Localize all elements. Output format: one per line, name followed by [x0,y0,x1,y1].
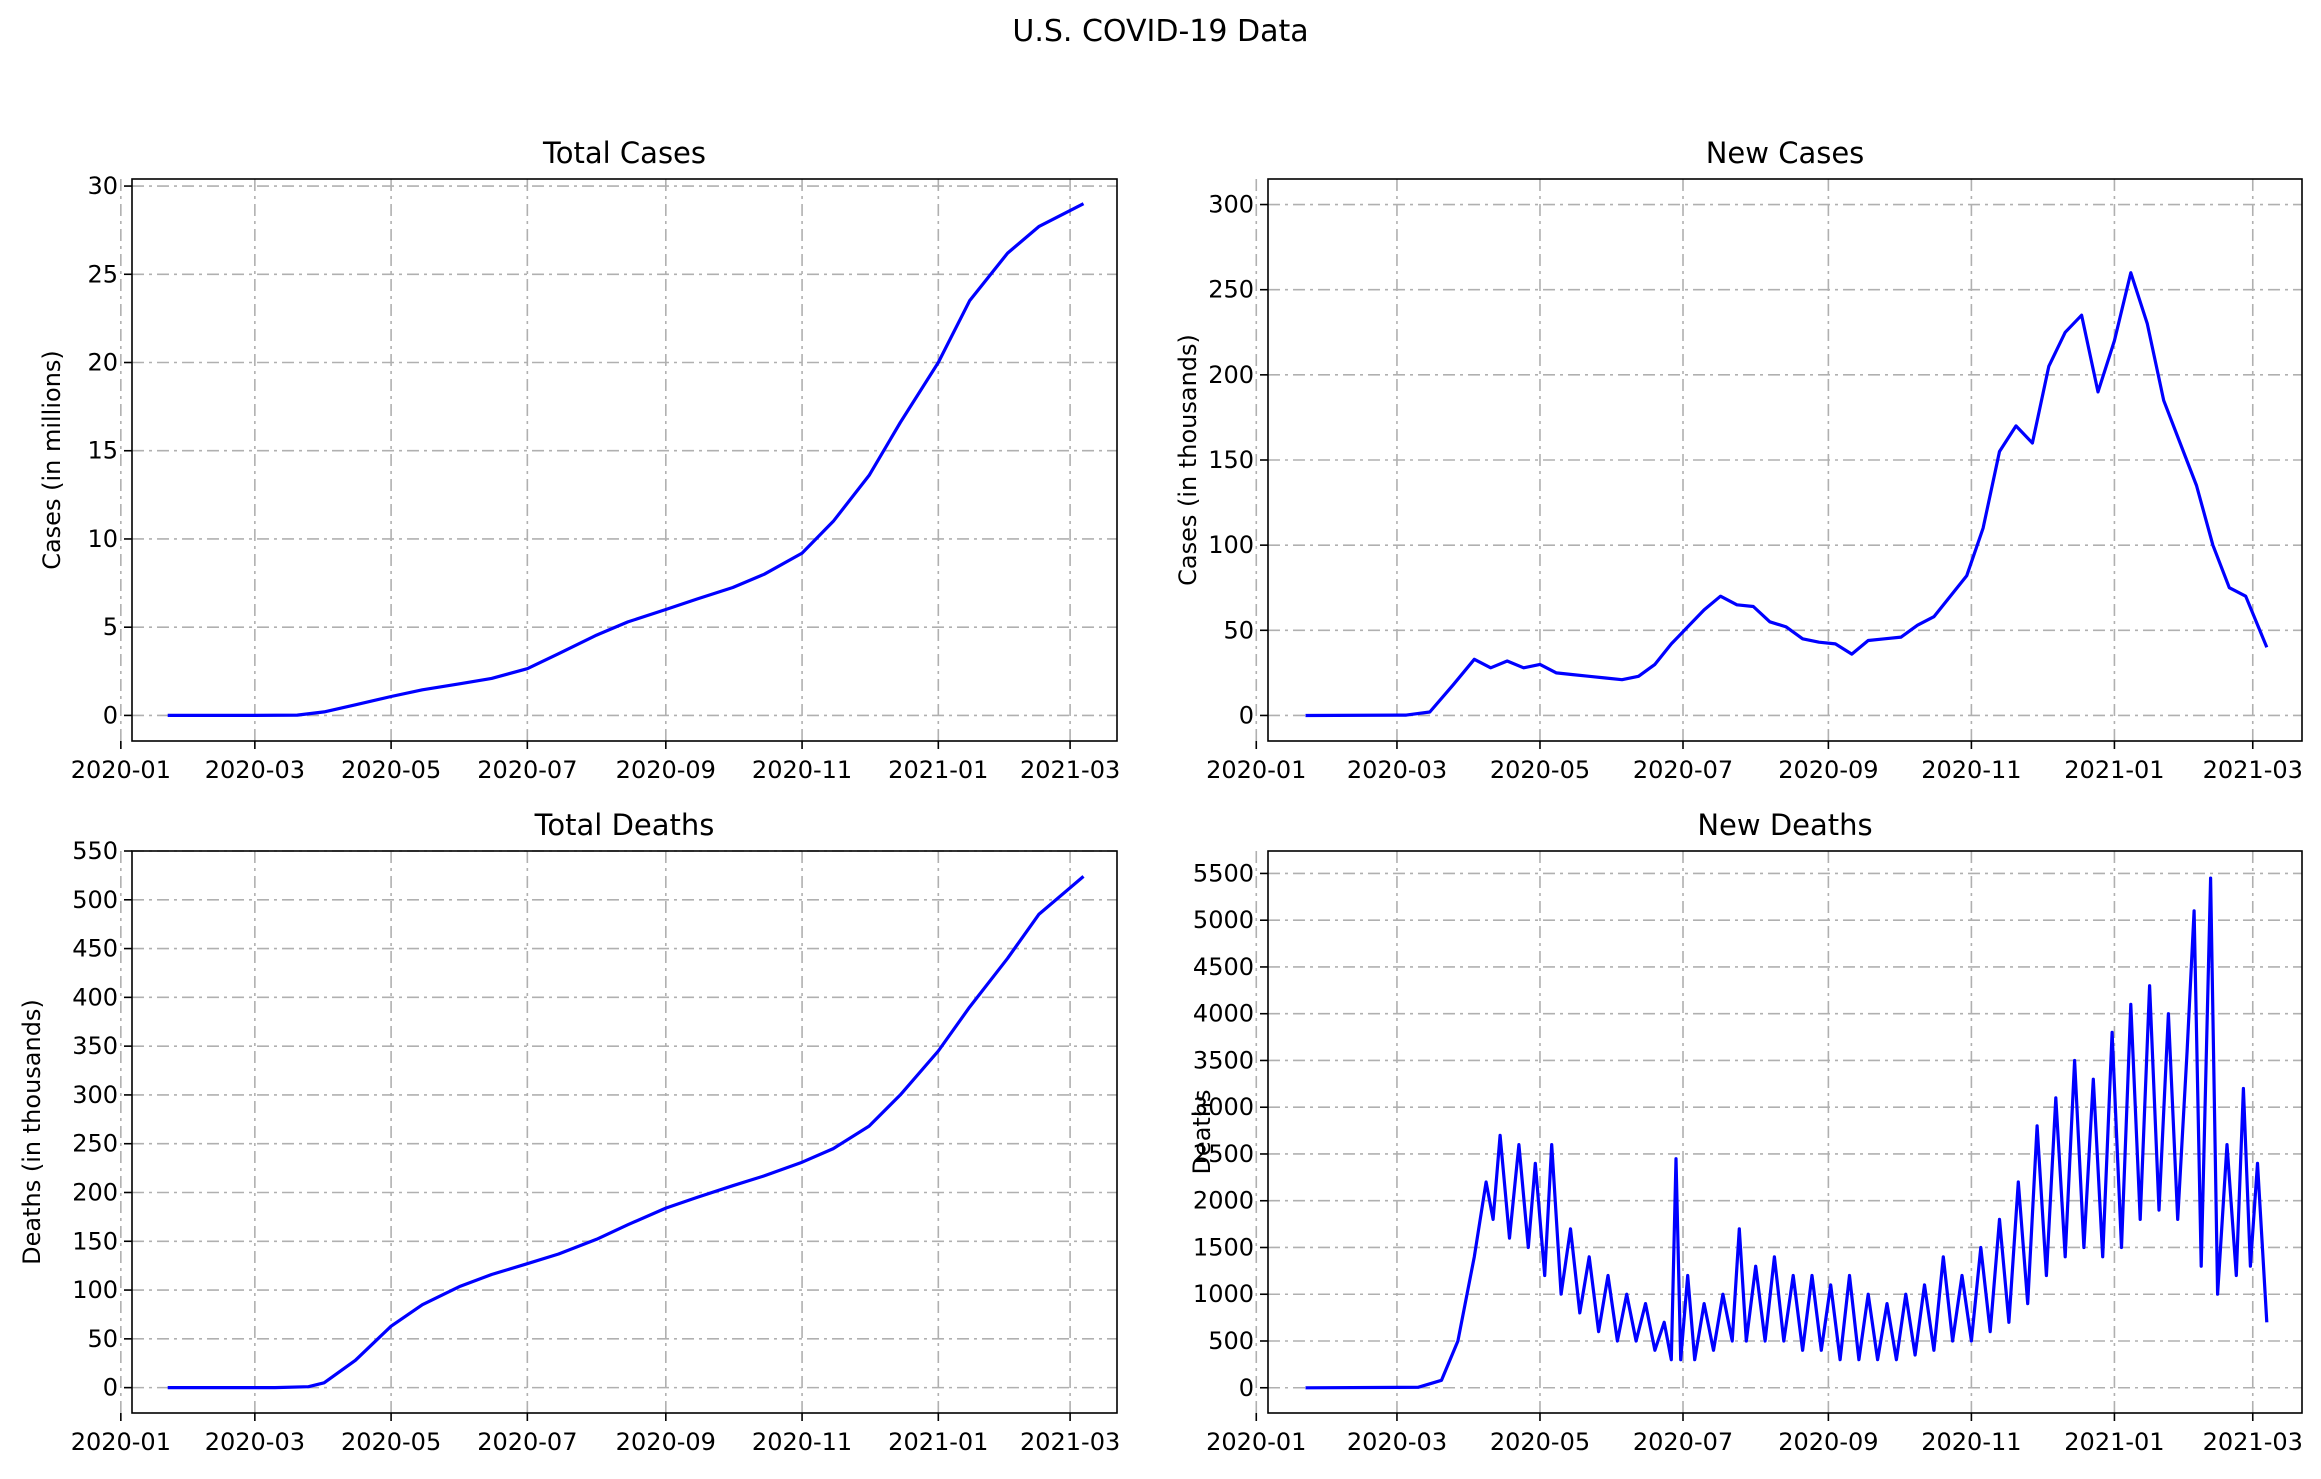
y-tick-label: 200 [1208,361,1254,389]
y-tick-label: 550 [72,837,118,865]
y-tick-label: 250 [1208,276,1254,304]
x-tick-label: 2020-03 [1347,1428,1447,1456]
total-cases-chart: 2020-01 2020-03 2020-05 2020-07 2020-09 2020-… [38,136,1120,784]
x-tick-label: 2020-05 [341,756,441,784]
x-tick-label: 2020-07 [477,1428,577,1456]
x-tick-label: 2020-05 [341,1428,441,1456]
y-tick-label: 10 [87,525,118,553]
x-tick-label: 2020-09 [1778,1428,1878,1456]
y-tick-label: 300 [72,1081,118,1109]
y-axis-label: Deaths [1188,1089,1216,1174]
y-tick-label: 3500 [1193,1046,1254,1074]
x-tick-label: 2020-11 [1921,756,2021,784]
y-tick-label: 0 [103,701,118,729]
y-tick-label: 20 [87,349,118,377]
y-tick-label: 100 [1208,531,1254,559]
y-tick-label: 400 [72,983,118,1011]
y-tick-label: 250 [72,1130,118,1158]
y-tick-label: 2500 [1193,1140,1254,1168]
y-axis-label: Deaths (in thousands) [18,999,46,1265]
y-tick-label: 2000 [1193,1187,1254,1215]
x-tick-label: 2020-07 [1633,1428,1733,1456]
y-axis-label: Cases (in thousands) [1174,334,1202,586]
x-tick-label: 2020-11 [752,756,852,784]
axes-frame [131,850,1118,1414]
y-axis-label: Cases (in millions) [38,350,66,570]
x-tick-label: 2021-03 [1020,1428,1120,1456]
chart-title: Total Cases [542,136,706,170]
total-deaths-chart: 2020-01 2020-03 2020-05 2020-07 2020-09 2020-… [18,808,1120,1456]
y-tick-label: 450 [72,935,118,963]
chart-title: New Cases [1706,136,1865,170]
chart-title: New Deaths [1697,808,1872,842]
y-tick-label: 50 [1223,616,1254,644]
y-tick-label: 30 [87,172,118,200]
x-tick-label: 2020-05 [1490,1428,1590,1456]
data-line [1305,271,2269,718]
data-line [167,202,1085,718]
x-tick-label: 2020-01 [71,756,171,784]
x-tick-label: 2021-03 [2203,756,2303,784]
x-tick-label: 2020-11 [752,1428,852,1456]
x-tick-label: 2021-01 [2064,756,2164,784]
y-tick-label: 500 [72,886,118,914]
y-tick-label: 3000 [1193,1093,1254,1121]
y-tick-label: 150 [1208,446,1254,474]
x-tick-label: 2021-01 [888,756,988,784]
y-tick-label: 150 [72,1227,118,1255]
x-tick-label: 2020-09 [616,1428,716,1456]
x-tick-label: 2021-03 [2203,1428,2303,1456]
x-tick-label: 2020-01 [71,1428,171,1456]
y-tick-label: 4500 [1193,953,1254,981]
y-tick-label: 5000 [1193,906,1254,934]
y-tick-label: 300 [1208,191,1254,219]
x-tick-label: 2020-01 [1206,1428,1306,1456]
y-tick-label: 0 [1239,701,1254,729]
new-deaths-chart: 2020-01 2020-03 2020-05 2020-07 2020-09 2020-… [1188,808,2303,1456]
y-tick-label: 1500 [1193,1233,1254,1261]
y-tick-label: 25 [87,260,118,288]
x-tick-label: 2020-09 [1778,756,1878,784]
y-tick-label: 1000 [1193,1280,1254,1308]
x-tick-label: 2020-01 [1206,756,1306,784]
x-tick-label: 2021-01 [2064,1428,2164,1456]
y-tick-label: 100 [72,1276,118,1304]
y-tick-label: 4000 [1193,1000,1254,1028]
y-tick-label: 15 [87,437,118,465]
y-tick-label: 200 [72,1178,118,1206]
chart-title: Total Deaths [534,808,715,842]
y-tick-label: 500 [1208,1327,1254,1355]
x-tick-label: 2020-03 [205,756,305,784]
new-cases-chart: 2020-01 2020-03 2020-05 2020-07 2020-09 2020-… [1174,136,2303,784]
axes-frame [1267,850,2303,1414]
data-line [167,875,1085,1390]
y-tick-label: 5 [103,613,118,641]
x-tick-label: 2020-09 [616,756,716,784]
y-tick-label: 5500 [1193,859,1254,887]
x-tick-label: 2020-03 [205,1428,305,1456]
x-tick-label: 2020-03 [1347,756,1447,784]
figure-title: U.S. COVID-19 Data [1012,14,1309,49]
x-tick-label: 2020-07 [1633,756,1733,784]
y-tick-label: 350 [72,1032,118,1060]
data-line [1305,876,2269,1390]
y-tick-label: 0 [103,1374,118,1402]
x-tick-label: 2021-03 [1020,756,1120,784]
axes-frame [131,178,1118,742]
y-tick-label: 50 [87,1325,118,1353]
x-tick-label: 2020-11 [1921,1428,2021,1456]
y-tick-label: 0 [1239,1374,1254,1402]
x-tick-label: 2021-01 [888,1428,988,1456]
x-tick-label: 2020-07 [477,756,577,784]
x-tick-label: 2020-05 [1490,756,1590,784]
